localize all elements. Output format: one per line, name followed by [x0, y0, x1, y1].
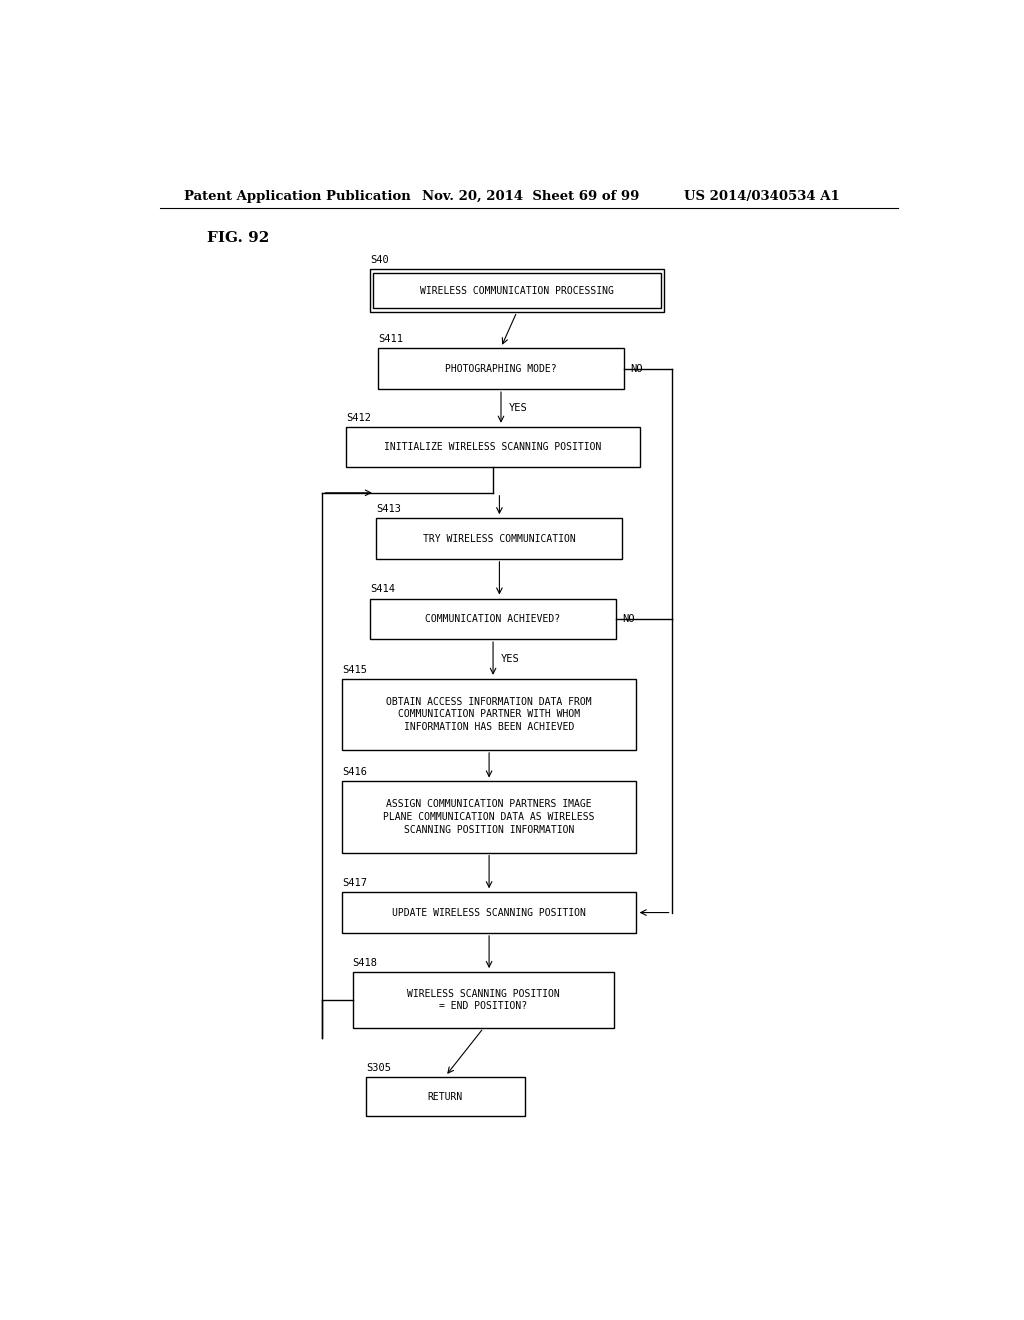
Text: S416: S416: [342, 767, 368, 777]
Bar: [367, 1077, 524, 1115]
Text: S413: S413: [377, 504, 401, 515]
Text: ASSIGN COMMUNICATION PARTNERS IMAGE
PLANE COMMUNICATION DATA AS WIRELESS
SCANNIN: ASSIGN COMMUNICATION PARTNERS IMAGE PLAN…: [383, 799, 595, 834]
Text: US 2014/0340534 A1: US 2014/0340534 A1: [684, 190, 840, 202]
Text: TRY WIRELESS COMMUNICATION: TRY WIRELESS COMMUNICATION: [423, 533, 575, 544]
Text: S414: S414: [370, 585, 395, 594]
Bar: [377, 519, 623, 558]
Bar: [378, 348, 624, 389]
Text: S418: S418: [352, 958, 378, 968]
Text: NO: NO: [631, 364, 643, 374]
Text: UPDATE WIRELESS SCANNING POSITION: UPDATE WIRELESS SCANNING POSITION: [392, 908, 586, 917]
Bar: [342, 781, 636, 853]
Bar: [342, 892, 636, 933]
Bar: [370, 598, 616, 639]
Text: YES: YES: [501, 653, 520, 664]
Text: INITIALIZE WIRELESS SCANNING POSITION: INITIALIZE WIRELESS SCANNING POSITION: [384, 442, 602, 451]
Text: OBTAIN ACCESS INFORMATION DATA FROM
COMMUNICATION PARTNER WITH WHOM
INFORMATION : OBTAIN ACCESS INFORMATION DATA FROM COMM…: [386, 697, 592, 733]
Text: S412: S412: [346, 413, 372, 422]
Text: S305: S305: [367, 1063, 391, 1073]
Bar: [370, 269, 664, 312]
Bar: [373, 273, 660, 308]
Text: FIG. 92: FIG. 92: [207, 231, 269, 244]
Text: WIRELESS SCANNING POSITION
= END POSITION?: WIRELESS SCANNING POSITION = END POSITIO…: [408, 989, 560, 1011]
Text: Patent Application Publication: Patent Application Publication: [183, 190, 411, 202]
Bar: [342, 678, 636, 750]
Text: S411: S411: [378, 334, 403, 345]
Bar: [346, 426, 640, 467]
Text: WIRELESS COMMUNICATION PROCESSING: WIRELESS COMMUNICATION PROCESSING: [420, 285, 613, 296]
Text: S40: S40: [370, 255, 389, 265]
Text: PHOTOGRAPHING MODE?: PHOTOGRAPHING MODE?: [445, 364, 557, 374]
Text: S417: S417: [342, 878, 368, 888]
Text: NO: NO: [623, 614, 635, 624]
Text: COMMUNICATION ACHIEVED?: COMMUNICATION ACHIEVED?: [426, 614, 560, 624]
Bar: [352, 972, 614, 1028]
Text: RETURN: RETURN: [428, 1092, 463, 1101]
Text: Nov. 20, 2014  Sheet 69 of 99: Nov. 20, 2014 Sheet 69 of 99: [422, 190, 639, 202]
Text: S415: S415: [342, 665, 368, 675]
Text: YES: YES: [509, 403, 527, 413]
